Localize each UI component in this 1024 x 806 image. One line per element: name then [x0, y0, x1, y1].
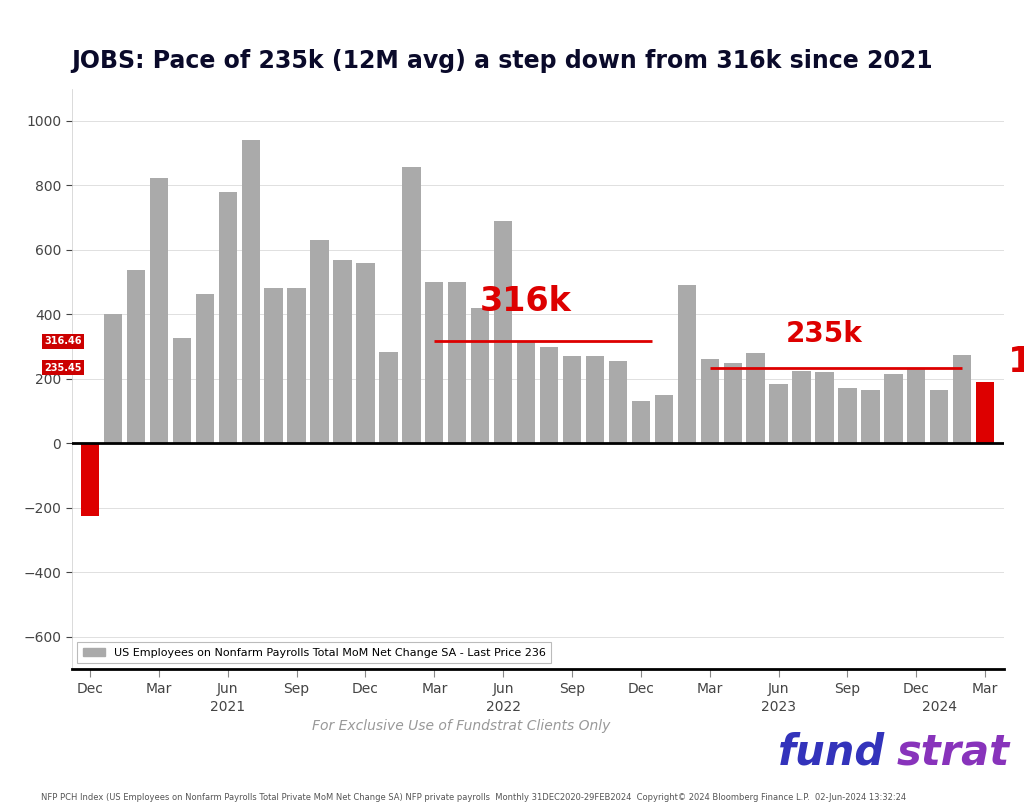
Bar	[632, 401, 650, 443]
Bar	[264, 288, 283, 443]
Bar	[654, 395, 673, 443]
Text: 316k: 316k	[480, 285, 572, 318]
Bar	[402, 167, 421, 443]
Text: For Exclusive Use of Fundstrat Clients Only: For Exclusive Use of Fundstrat Clients O…	[311, 720, 610, 733]
Bar	[494, 221, 512, 443]
Bar	[471, 308, 489, 443]
Bar	[769, 384, 787, 443]
Text: 235k: 235k	[786, 320, 863, 348]
Bar	[173, 338, 191, 443]
Bar	[379, 352, 397, 443]
Bar	[930, 390, 948, 443]
Bar	[288, 288, 306, 443]
Bar	[242, 139, 260, 443]
Text: JOBS: Pace of 235k (12M avg) a step down from 316k since 2021: JOBS: Pace of 235k (12M avg) a step down…	[72, 48, 933, 73]
Bar	[517, 342, 536, 443]
Bar	[953, 355, 972, 443]
Bar	[218, 192, 237, 443]
Text: 2023: 2023	[761, 700, 796, 713]
Text: 235.45: 235.45	[44, 363, 82, 372]
Bar	[907, 369, 926, 443]
Bar	[746, 353, 765, 443]
Text: fund: fund	[778, 732, 886, 774]
Bar	[310, 240, 329, 443]
Bar	[839, 388, 857, 443]
Bar	[540, 347, 558, 443]
Text: 316.46: 316.46	[44, 336, 82, 347]
Legend: US Employees on Nonfarm Payrolls Total MoM Net Change SA - Last Price 236: US Employees on Nonfarm Payrolls Total M…	[77, 642, 551, 663]
Bar	[334, 260, 351, 443]
Text: 190k: 190k	[1008, 344, 1024, 378]
Bar	[563, 356, 582, 443]
Text: NFP PCH Index (US Employees on Nonfarm Payrolls Total Private MoM Net Change SA): NFP PCH Index (US Employees on Nonfarm P…	[41, 793, 906, 802]
Text: 2024: 2024	[922, 700, 956, 713]
Bar	[861, 390, 880, 443]
Text: 2022: 2022	[485, 700, 520, 713]
Bar	[815, 372, 834, 443]
Bar	[608, 361, 627, 443]
Bar	[103, 314, 122, 443]
Bar	[884, 374, 902, 443]
Bar	[724, 363, 741, 443]
Text: strat: strat	[897, 732, 1010, 774]
Bar	[586, 356, 604, 443]
Bar	[150, 178, 168, 443]
Text: 2021: 2021	[210, 700, 246, 713]
Bar	[425, 282, 443, 443]
Bar	[793, 371, 811, 443]
Bar	[976, 382, 994, 443]
Bar	[678, 285, 696, 443]
Bar	[700, 359, 719, 443]
Bar	[196, 293, 214, 443]
Bar	[449, 282, 467, 443]
Bar	[356, 263, 375, 443]
Bar	[81, 443, 99, 517]
Bar	[127, 271, 145, 443]
